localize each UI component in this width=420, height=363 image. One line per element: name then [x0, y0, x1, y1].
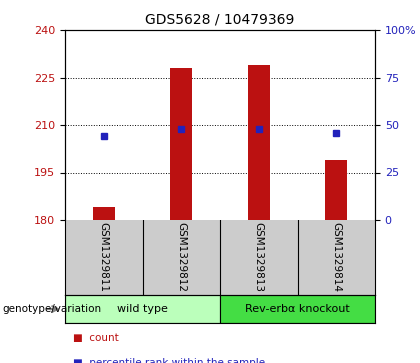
Text: ■  count: ■ count [74, 333, 119, 343]
Bar [220, 295, 375, 323]
Text: genotype/variation: genotype/variation [2, 304, 101, 314]
Text: ■  percentile rank within the sample: ■ percentile rank within the sample [74, 358, 265, 363]
Bar [93, 207, 115, 220]
Title: GDS5628 / 10479369: GDS5628 / 10479369 [145, 12, 295, 26]
Bar [248, 65, 270, 220]
Text: GSM1329812: GSM1329812 [176, 222, 186, 292]
Bar [171, 68, 192, 220]
Bar [326, 160, 347, 220]
Text: wild type: wild type [117, 304, 168, 314]
Text: GSM1329813: GSM1329813 [254, 222, 264, 292]
Text: GSM1329811: GSM1329811 [99, 222, 109, 292]
Text: Rev-erbα knockout: Rev-erbα knockout [245, 304, 350, 314]
Bar [65, 295, 220, 323]
Text: GSM1329814: GSM1329814 [331, 222, 341, 292]
